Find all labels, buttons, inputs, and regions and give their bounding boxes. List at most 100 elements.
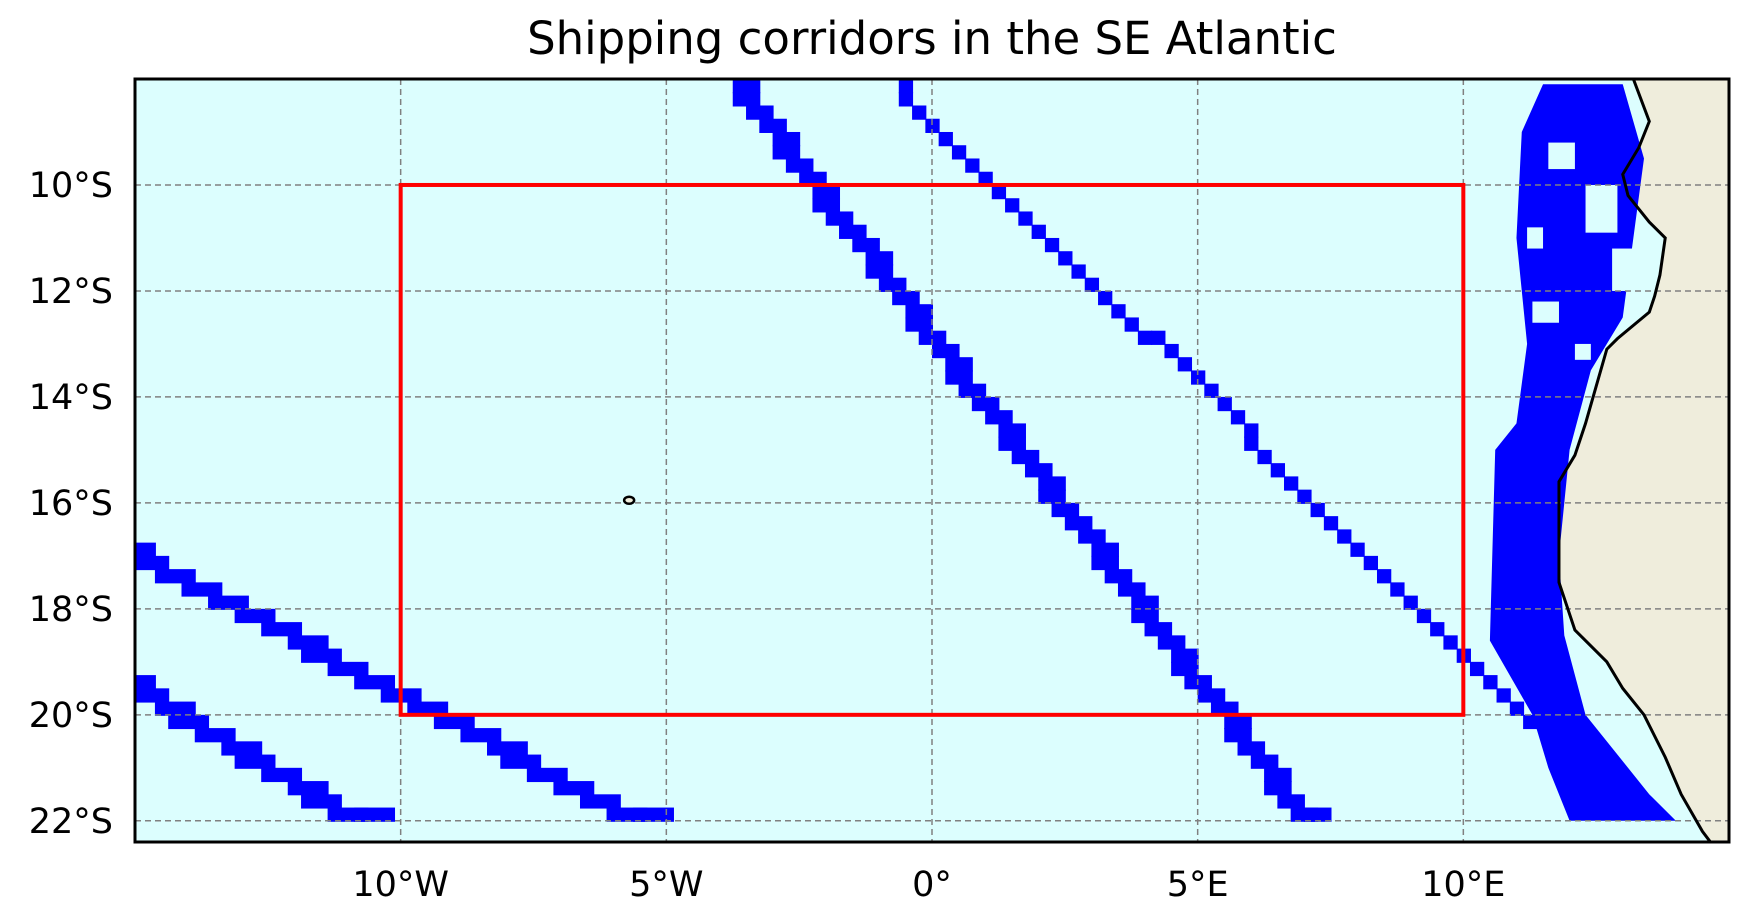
corridor-cell — [965, 158, 980, 173]
corridor-cell — [1224, 714, 1252, 730]
corridor-cell — [579, 794, 621, 809]
corridor-cell — [945, 357, 973, 372]
corridor-cell — [1098, 290, 1113, 306]
corridor-cell — [932, 343, 960, 359]
corridor-cell — [878, 277, 907, 292]
coastline-layer — [622, 79, 1713, 842]
corridor-cell — [1117, 582, 1146, 597]
plot-area — [135, 79, 1729, 842]
corridor-cell — [221, 741, 263, 756]
corridor-cell — [1071, 264, 1086, 279]
corridor-cell — [772, 145, 801, 160]
corridor-cell — [1403, 595, 1418, 610]
corridor-cell — [825, 211, 854, 226]
x-tick-label: 10°E — [1421, 865, 1505, 905]
corridor-cell — [1191, 370, 1206, 385]
shipping-corridor — [135, 675, 396, 822]
corridor-cell — [1038, 489, 1066, 504]
corridor-cell — [945, 370, 973, 385]
corridor-cell — [500, 754, 542, 769]
corridor-cell — [892, 290, 920, 306]
corridor-cell — [799, 171, 827, 186]
corridor-cell — [1277, 794, 1305, 809]
corridor-cell — [991, 184, 1007, 200]
region-box-layer — [398, 182, 1466, 717]
corridor-cell — [301, 794, 342, 809]
y-tick-label: 16°S — [29, 484, 113, 524]
corridor-cell — [1303, 807, 1332, 822]
corridor-cell — [1483, 675, 1498, 690]
corridor-cell — [301, 648, 342, 663]
corridor-cell — [1151, 330, 1166, 345]
corridor-cell — [135, 555, 170, 571]
coastal-shipping-band — [1489, 84, 1676, 821]
corridor-cell — [1350, 542, 1365, 557]
corridor-cell — [194, 728, 236, 743]
island — [622, 495, 636, 505]
y-tick-label: 20°S — [29, 696, 113, 736]
corridor-cell — [1091, 555, 1119, 571]
corridor-cell — [938, 131, 953, 147]
corridor-cell — [918, 330, 947, 345]
corridor-cell — [1064, 516, 1093, 531]
corridor-cell — [1244, 436, 1259, 451]
shipping-corridor — [135, 542, 674, 822]
corridor-cell — [951, 145, 967, 160]
corridor-cell — [1137, 330, 1153, 345]
corridor-cell — [1284, 476, 1299, 491]
corridor-cell — [839, 224, 867, 239]
corridor-cell — [234, 608, 276, 624]
corridor-cell — [1323, 516, 1339, 531]
corridor-cell — [1217, 396, 1232, 412]
y-tick-label: 18°S — [29, 590, 113, 630]
corridor-cell — [785, 158, 814, 173]
corridor-cell — [1297, 489, 1312, 504]
corridor-cell — [1509, 701, 1525, 716]
shipping-corridor — [898, 79, 1538, 730]
corridor-cell — [732, 92, 761, 107]
coastal-band-gap — [1548, 142, 1575, 170]
corridor-cell — [208, 595, 249, 610]
corridor-cell — [354, 675, 396, 690]
y-tick-label: 12°S — [29, 272, 113, 312]
corridor-cell — [971, 396, 1000, 412]
corridor-cell — [1443, 635, 1458, 650]
corridor-cell — [1044, 237, 1060, 253]
corridor-cell — [1337, 529, 1352, 544]
corridor-cell — [1131, 595, 1159, 610]
corridor-cell — [1164, 343, 1179, 359]
corridor-cell — [1416, 608, 1432, 624]
corridor-cell — [154, 569, 196, 584]
x-tick-label: 5°E — [1167, 865, 1229, 905]
corridor-cell — [1024, 463, 1053, 478]
corridor-cell — [1171, 648, 1199, 663]
corridor-cell — [1091, 542, 1119, 557]
corridor-cell — [732, 79, 761, 94]
corridor-cell — [1038, 476, 1066, 491]
corridor-cell — [1104, 569, 1133, 584]
corridor-cell — [487, 741, 528, 756]
corridor-cell — [181, 582, 223, 597]
x-tick-label: 0° — [912, 865, 952, 905]
corridor-cell — [168, 714, 210, 730]
corridor-cell — [1210, 701, 1239, 716]
corridor-cell — [154, 701, 196, 716]
corridor-cell — [898, 92, 914, 107]
corridor-cell — [1204, 383, 1219, 398]
corridor-cell — [865, 264, 894, 279]
coastal-band-gap — [1527, 227, 1544, 249]
corridor-cell — [1270, 463, 1286, 478]
corridor-cell — [433, 714, 475, 730]
corridor-cell — [1264, 781, 1292, 796]
corridor-cell — [998, 423, 1026, 438]
corridor-cell — [327, 661, 369, 677]
y-tick-label: 10°S — [29, 166, 113, 206]
corridor-cell — [1310, 502, 1325, 518]
corridor-cell — [852, 237, 880, 253]
corridor-cell — [1078, 529, 1106, 544]
corridor-cell — [1131, 608, 1159, 624]
corridor-cell — [287, 635, 329, 650]
shipping-corridor — [732, 79, 1332, 822]
corridor-cell — [354, 807, 396, 822]
